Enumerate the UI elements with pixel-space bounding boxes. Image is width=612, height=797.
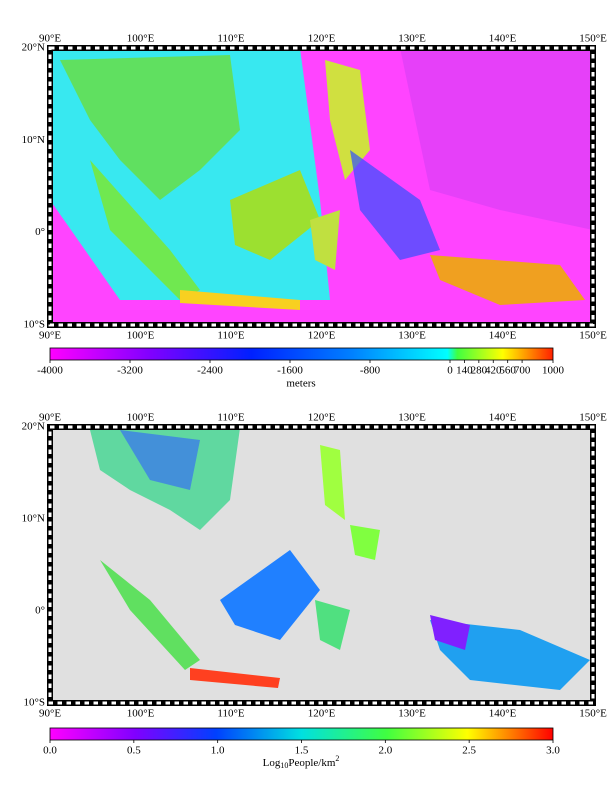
- lat-label: 0°: [35, 226, 45, 238]
- label-prefix: Log: [263, 757, 281, 769]
- lon-label: 90°E: [39, 330, 61, 342]
- lon-label: 140°E: [489, 708, 517, 720]
- lon-label: 100°E: [127, 33, 155, 45]
- lon-label: 130°E: [398, 708, 426, 720]
- colorbar-tick-label: 3.0: [546, 745, 560, 757]
- land: [430, 615, 470, 650]
- land: [90, 160, 200, 300]
- topography-map: [50, 48, 593, 325]
- land: [180, 290, 300, 310]
- lat-label: 0°: [35, 605, 45, 617]
- map-frame-checker: [48, 425, 595, 705]
- deep-ocean: [400, 48, 593, 230]
- land: [100, 560, 200, 670]
- lon-label: 120°E: [308, 412, 336, 424]
- colorbar-tick-label: 700: [514, 365, 531, 377]
- lon-label: 90°E: [39, 708, 61, 720]
- trench: [350, 150, 440, 260]
- lon-label: 90°E: [39, 33, 61, 45]
- colorbar-tick-label: -2400: [197, 365, 223, 377]
- lon-label: 120°E: [308, 330, 336, 342]
- land: [430, 255, 585, 305]
- lon-label: 140°E: [489, 33, 517, 45]
- lat-label: 10°N: [22, 134, 45, 146]
- colorbar-tick-label: 1000: [542, 365, 565, 377]
- colorbar-label: meters: [286, 378, 315, 390]
- lat-label: 10°S: [23, 697, 45, 709]
- land: [315, 600, 350, 650]
- lon-label: 120°E: [308, 708, 336, 720]
- colorbar-tick-label: 1.0: [211, 745, 225, 757]
- land: [220, 550, 320, 640]
- colorbar-tick-label: 560: [499, 365, 516, 377]
- colorbar-tick-label: 0.5: [127, 745, 141, 757]
- label-sub: 10: [280, 761, 288, 770]
- lat-label: 20°N: [22, 42, 45, 54]
- lon-label: 150°E: [579, 330, 607, 342]
- lon-label: 110°E: [217, 33, 244, 45]
- colorbar-label: Log10People/km2: [263, 754, 340, 770]
- colorbar: [49, 727, 554, 741]
- lon-label: 110°E: [217, 412, 244, 424]
- colorbar-tick-label: -800: [360, 365, 381, 377]
- land: [350, 525, 380, 560]
- lon-label: 100°E: [127, 412, 155, 424]
- land: [190, 668, 280, 688]
- colorbar-tick-label: 2.0: [378, 745, 392, 757]
- lon-label: 130°E: [398, 330, 426, 342]
- land: [320, 445, 345, 520]
- lon-label: 110°E: [217, 708, 244, 720]
- lon-label: 100°E: [127, 708, 155, 720]
- lon-label: 90°E: [39, 412, 61, 424]
- colorbar-tick-label: 420: [485, 365, 502, 377]
- land: [230, 170, 320, 260]
- lon-label: 130°E: [398, 412, 426, 424]
- colorbar-tick-label: 140: [456, 365, 473, 377]
- lon-label: 140°E: [489, 412, 517, 424]
- colorbar-tick-label: 0.0: [43, 745, 57, 757]
- lon-label: 120°E: [308, 33, 336, 45]
- land: [60, 55, 240, 200]
- colorbar-tick-label: 2.5: [462, 745, 476, 757]
- land: [430, 620, 590, 690]
- label-main: People/km: [288, 757, 335, 769]
- colorbar-tick-label: 0: [447, 365, 453, 377]
- land: [120, 430, 200, 490]
- lon-label: 110°E: [217, 330, 244, 342]
- lon-label: 140°E: [489, 330, 517, 342]
- colorbar-tick-label: 1.5: [295, 745, 309, 757]
- lon-label: 150°E: [579, 708, 607, 720]
- lat-label: 20°N: [22, 421, 45, 433]
- lat-label: 10°S: [23, 319, 45, 331]
- colorbar-tick-label: 280: [471, 365, 488, 377]
- colorbar-tick-label: -3200: [117, 365, 143, 377]
- lat-label: 10°N: [22, 513, 45, 525]
- label-sup: 2: [335, 754, 339, 763]
- colorbar-tick-label: -4000: [37, 365, 63, 377]
- lon-label: 150°E: [579, 412, 607, 424]
- lon-label: 130°E: [398, 33, 426, 45]
- lon-label: 100°E: [127, 330, 155, 342]
- land: [325, 60, 370, 180]
- colorbar: [49, 347, 554, 361]
- colorbar-tick-label: -1600: [277, 365, 303, 377]
- land: [310, 210, 340, 270]
- lon-label: 150°E: [579, 33, 607, 45]
- population-map: [50, 427, 593, 703]
- map-frame-checker: [48, 46, 595, 327]
